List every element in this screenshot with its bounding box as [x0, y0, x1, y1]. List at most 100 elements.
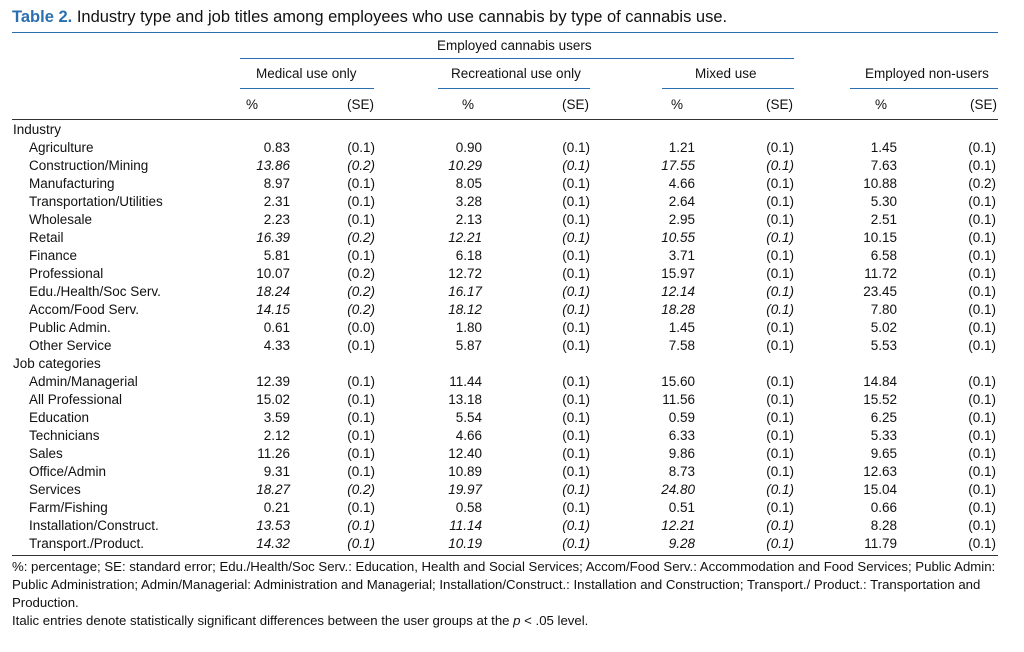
group-rule-nonusers [850, 88, 998, 89]
table-row: Agriculture 0.83 (0.1) 0.90 (0.1) 1.21 (0.1) 1.… [0, 140, 1024, 158]
table-notes: %: percentage; SE: standard error; Edu./… [12, 558, 1002, 630]
cell-medical-pct: 18.27 [256, 482, 290, 497]
cell-nonusers-se: (0.1) [968, 518, 996, 533]
cell-recreational-pct: 13.18 [448, 392, 482, 407]
cell-nonusers-se: (0.1) [968, 536, 996, 551]
cell-nonusers-pct: 6.58 [870, 248, 897, 263]
cell-recreational-pct: 4.66 [455, 428, 482, 443]
cell-medical-pct: 13.86 [256, 158, 290, 173]
table-row: Retail 16.39 (0.2) 12.21 (0.1) 10.55 (0.1) 10.1… [0, 230, 1024, 248]
cell-recreational-se: (0.1) [562, 338, 590, 353]
cell-medical-se: (0.1) [347, 212, 375, 227]
section-label: Job categories [13, 356, 101, 371]
group-header-mixed: Mixed use [695, 66, 757, 81]
table-label: Table 2. [12, 8, 73, 26]
table-row: Other Service 4.33 (0.1) 5.87 (0.1) 7.58 (0.1)… [0, 338, 1024, 356]
cell-medical-se: (0.1) [347, 428, 375, 443]
cell-recreational-pct: 12.72 [448, 266, 482, 281]
cell-recreational-pct: 3.28 [455, 194, 482, 209]
cell-mixed-pct: 0.59 [668, 410, 695, 425]
table-row: Manufacturing 8.97 (0.1) 8.05 (0.1) 4.66 (0.1)… [0, 176, 1024, 194]
cell-medical-se: (0.2) [347, 230, 375, 245]
cell-nonusers-se: (0.1) [968, 338, 996, 353]
cell-recreational-pct: 16.17 [448, 284, 482, 299]
cell-medical-se: (0.1) [347, 446, 375, 461]
table-row: Installation/Construct. 13.53 (0.1) 11.14 (0… [0, 518, 1024, 536]
cell-mixed-se: (0.1) [766, 464, 794, 479]
cell-recreational-se: (0.1) [562, 230, 590, 245]
table-row: Sales 11.26 (0.1) 12.40 (0.1) 9.86 (0.1) 9.65 (0… [0, 446, 1024, 464]
cell-mixed-se: (0.1) [766, 482, 794, 497]
cell-nonusers-se: (0.1) [968, 230, 996, 245]
cell-medical-se: (0.1) [347, 176, 375, 191]
cell-recreational-se: (0.1) [562, 518, 590, 533]
table-row: Services 18.27 (0.2) 19.97 (0.1) 24.80 (0.1) 15… [0, 482, 1024, 500]
cell-nonusers-se: (0.1) [968, 482, 996, 497]
row-label: All Professional [29, 392, 123, 407]
cell-nonusers-se: (0.1) [968, 248, 996, 263]
cell-mixed-pct: 3.71 [668, 248, 695, 263]
cell-mixed-se: (0.1) [766, 338, 794, 353]
section-label: Industry [13, 122, 62, 137]
cell-medical-se: (0.1) [347, 140, 375, 155]
cell-nonusers-se: (0.1) [968, 140, 996, 155]
cell-recreational-pct: 5.54 [455, 410, 482, 425]
cell-recreational-se: (0.1) [562, 464, 590, 479]
group-header-nonusers: Employed non-users [865, 66, 989, 81]
cell-mixed-pct: 18.28 [661, 302, 695, 317]
cell-mixed-se: (0.1) [766, 302, 794, 317]
cell-nonusers-pct: 23.45 [863, 284, 897, 299]
cell-mixed-pct: 2.64 [668, 194, 695, 209]
cell-mixed-pct: 8.73 [668, 464, 695, 479]
subheader-se: (SE) [970, 97, 997, 112]
cell-mixed-pct: 4.66 [668, 176, 695, 191]
cell-nonusers-pct: 9.65 [870, 446, 897, 461]
cell-recreational-pct: 0.90 [455, 140, 482, 155]
cell-medical-pct: 8.97 [263, 176, 290, 191]
cell-nonusers-se: (0.1) [968, 302, 996, 317]
row-label: Farm/Fishing [29, 500, 108, 515]
cell-mixed-se: (0.1) [766, 320, 794, 335]
cell-mixed-pct: 9.28 [668, 536, 695, 551]
cell-mixed-pct: 7.58 [668, 338, 695, 353]
cell-recreational-se: (0.1) [562, 194, 590, 209]
row-label: Wholesale [29, 212, 93, 227]
cell-medical-pct: 16.39 [256, 230, 290, 245]
row-label: Installation/Construct. [29, 518, 159, 533]
bottom-rule [12, 555, 998, 556]
cell-nonusers-se: (0.1) [968, 212, 996, 227]
cell-recreational-se: (0.1) [562, 176, 590, 191]
cell-nonusers-pct: 7.80 [870, 302, 897, 317]
cell-recreational-se: (0.1) [562, 482, 590, 497]
cell-nonusers-pct: 5.33 [870, 428, 897, 443]
table-row: Finance 5.81 (0.1) 6.18 (0.1) 3.71 (0.1) 6.58 (0… [0, 248, 1024, 266]
cell-nonusers-pct: 11.79 [864, 536, 897, 551]
subheader-se: (SE) [347, 97, 374, 112]
cell-nonusers-pct: 5.30 [870, 194, 897, 209]
cell-recreational-pct: 10.19 [448, 536, 482, 551]
table-row: Office/Admin 9.31 (0.1) 10.89 (0.1) 8.73 (0.1)… [0, 464, 1024, 482]
cell-recreational-se: (0.1) [562, 140, 590, 155]
cell-recreational-se: (0.1) [562, 410, 590, 425]
cell-nonusers-se: (0.1) [968, 464, 996, 479]
table-row: Construction/Mining 13.86 (0.2) 10.29 (0.1) 1… [0, 158, 1024, 176]
cell-nonusers-se: (0.1) [968, 194, 996, 209]
cell-recreational-pct: 1.80 [455, 320, 482, 335]
cell-medical-se: (0.1) [347, 464, 375, 479]
cell-mixed-se: (0.1) [766, 428, 794, 443]
group-rule-mixed [662, 88, 794, 89]
cell-medical-pct: 11.26 [257, 446, 290, 461]
row-label: Edu./Health/Soc Serv. [29, 284, 161, 299]
cell-mixed-pct: 12.14 [661, 284, 695, 299]
subheader-pct: % [462, 97, 475, 112]
table-row: Technicians 2.12 (0.1) 4.66 (0.1) 6.33 (0.1) 5.… [0, 428, 1024, 446]
cell-medical-pct: 14.15 [256, 302, 290, 317]
cell-medical-pct: 3.59 [263, 410, 290, 425]
cell-mixed-se: (0.1) [766, 194, 794, 209]
table-row: All Professional 15.02 (0.1) 13.18 (0.1) 11.5… [0, 392, 1024, 410]
cell-nonusers-pct: 5.53 [870, 338, 897, 353]
cell-nonusers-pct: 15.52 [863, 392, 897, 407]
row-label: Accom/Food Serv. [29, 302, 140, 317]
spanner-rule [240, 58, 794, 59]
cell-medical-pct: 4.33 [263, 338, 290, 353]
